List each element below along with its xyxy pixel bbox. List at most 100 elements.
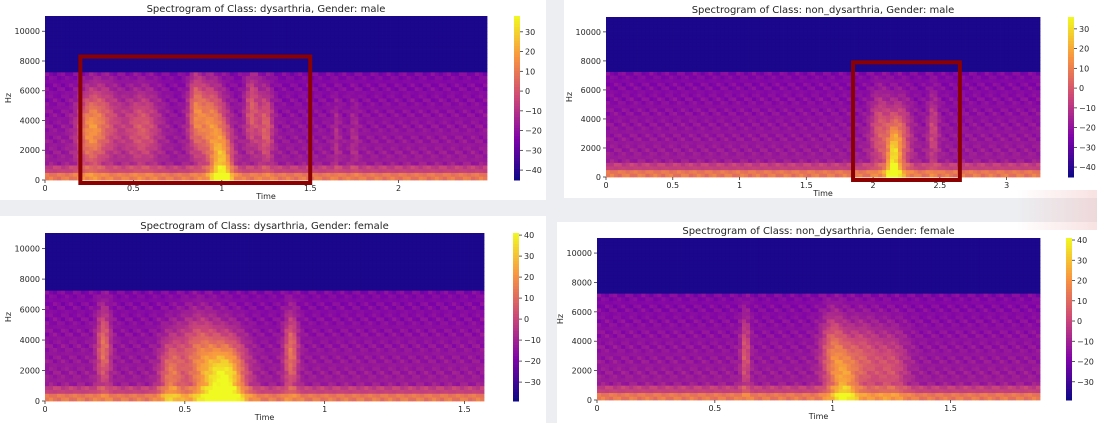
colorbar-tick-label: −10 — [525, 107, 542, 116]
colorbar-tick-label: 20 — [524, 273, 534, 282]
x-tick-label: 2.5 — [933, 181, 946, 190]
colorbar — [1068, 17, 1074, 178]
colorbar-tick-label: −20 — [524, 357, 541, 366]
x-tick-label: 1.5 — [944, 404, 957, 413]
colorbar-tick-label: −10 — [524, 336, 541, 345]
y-tick-label: 6000 — [20, 306, 40, 315]
colorbar — [514, 16, 520, 181]
spectrogram-chart: Spectrogram of Class: non_dysarthria, Ge… — [557, 226, 1094, 421]
x-tick-label: 1 — [322, 405, 327, 414]
x-axis-label: Time — [808, 412, 829, 421]
colorbar — [1066, 238, 1072, 401]
y-tick-label: 4000 — [581, 115, 601, 124]
y-tick-label: 0 — [596, 173, 601, 182]
colorbar-tick-label: 40 — [524, 231, 534, 240]
x-tick-label: 1 — [219, 184, 224, 193]
y-tick-label: 6000 — [572, 308, 592, 317]
spectrogram-panel-non-dysarthria-male: Spectrogram of Class: non_dysarthria, Ge… — [564, 0, 1097, 198]
colorbar-tick-label: 0 — [524, 315, 529, 324]
colorbar-tick-label: 10 — [524, 294, 534, 303]
x-tick-label: 1.5 — [800, 181, 813, 190]
colorbar-tick-label: 10 — [1079, 64, 1089, 73]
spectrogram-panel-dysarthria-female: Spectrogram of Class: dysarthria, Gender… — [0, 216, 546, 423]
spectrogram-heatmap — [45, 16, 488, 181]
colorbar-tick-label: 30 — [1079, 25, 1089, 34]
colorbar-tick-label: −40 — [525, 166, 542, 175]
spectrogram-chart: Spectrogram of Class: non_dysarthria, Ge… — [565, 5, 1096, 198]
y-tick-label: 10000 — [15, 27, 40, 36]
y-tick-label: 10000 — [15, 245, 40, 254]
colorbar-tick-label: 30 — [525, 28, 535, 37]
spectrogram-heatmap — [597, 238, 1041, 401]
x-tick-label: 0 — [42, 405, 47, 414]
y-tick-label: 10000 — [576, 28, 601, 37]
y-tick-label: 10000 — [567, 249, 592, 258]
y-tick-label: 2000 — [572, 367, 592, 376]
colorbar-tick-label: −20 — [1079, 124, 1096, 133]
x-tick-label: 0 — [42, 184, 47, 193]
y-tick-label: 0 — [35, 176, 40, 185]
colorbar-tick-label: 20 — [1077, 277, 1087, 286]
y-tick-label: 0 — [587, 396, 592, 405]
y-axis-label: Hz — [4, 312, 13, 322]
x-tick-label: 1.5 — [458, 405, 471, 414]
colorbar-tick-label: −20 — [525, 127, 542, 136]
y-tick-label: 4000 — [20, 116, 40, 125]
colorbar-tick-label: 0 — [1077, 317, 1082, 326]
colorbar-tick-label: −10 — [1077, 337, 1094, 346]
x-tick-label: 0.5 — [178, 405, 191, 414]
x-tick-label: 0 — [594, 404, 599, 413]
y-tick-label: 8000 — [20, 275, 40, 284]
spectrogram-panel-dysarthria-male: Spectrogram of Class: dysarthria, Gender… — [0, 0, 546, 200]
y-tick-label: 4000 — [20, 336, 40, 345]
y-axis-label: Hz — [557, 314, 565, 324]
x-tick-label: 2 — [871, 181, 876, 190]
y-tick-label: 2000 — [20, 146, 40, 155]
colorbar-tick-label: −30 — [524, 378, 541, 387]
x-axis-label: Time — [254, 413, 275, 422]
y-tick-label: 0 — [35, 397, 40, 406]
colorbar-tick-label: 30 — [1077, 256, 1087, 265]
colorbar-tick-label: 10 — [1077, 297, 1087, 306]
colorbar-tick-label: 10 — [525, 67, 535, 76]
x-tick-label: 0 — [603, 181, 608, 190]
x-axis-label: Time — [812, 189, 833, 198]
colorbar-tick-label: −30 — [1077, 378, 1094, 387]
y-tick-label: 6000 — [581, 86, 601, 95]
y-tick-label: 6000 — [20, 87, 40, 96]
colorbar-tick-label: −10 — [1079, 104, 1096, 113]
y-tick-label: 8000 — [20, 57, 40, 66]
x-tick-label: 0.5 — [666, 181, 679, 190]
y-axis-label: Hz — [4, 93, 13, 103]
y-tick-label: 2000 — [20, 367, 40, 376]
chart-title: Spectrogram of Class: dysarthria, Gender… — [140, 221, 389, 232]
chart-title: Spectrogram of Class: non_dysarthria, Ge… — [692, 5, 955, 16]
colorbar — [513, 233, 519, 402]
y-tick-label: 2000 — [581, 144, 601, 153]
colorbar-tick-label: 0 — [1079, 84, 1084, 93]
colorbar-tick-label: 20 — [1079, 45, 1089, 54]
colorbar-tick-label: 30 — [524, 252, 534, 261]
colorbar-tick-label: −30 — [525, 146, 542, 155]
x-tick-label: 1.5 — [304, 184, 317, 193]
colorbar-tick-label: −20 — [1077, 358, 1094, 367]
spectrogram-heatmap — [45, 233, 485, 402]
y-tick-label: 4000 — [572, 337, 592, 346]
colorbar-tick-label: 40 — [1077, 236, 1087, 245]
y-tick-label: 8000 — [581, 57, 601, 66]
x-tick-label: 0.5 — [708, 404, 721, 413]
spectrogram-chart: Spectrogram of Class: dysarthria, Gender… — [4, 221, 541, 422]
chart-title: Spectrogram of Class: non_dysarthria, Ge… — [682, 226, 954, 237]
x-tick-label: 1 — [737, 181, 742, 190]
y-tick-label: 8000 — [572, 278, 592, 287]
spectrogram-panel-non-dysarthria-female: Spectrogram of Class: non_dysarthria, Ge… — [557, 222, 1097, 423]
x-tick-label: 0.5 — [127, 184, 140, 193]
spectrogram-chart: Spectrogram of Class: dysarthria, Gender… — [4, 4, 542, 200]
y-axis-label: Hz — [565, 92, 574, 102]
x-tick-label: 1 — [830, 404, 835, 413]
colorbar-tick-label: −40 — [1079, 163, 1096, 172]
x-tick-label: 2 — [396, 184, 401, 193]
x-axis-label: Time — [255, 192, 276, 200]
colorbar-tick-label: 0 — [525, 87, 530, 96]
x-tick-label: 3 — [1004, 181, 1009, 190]
